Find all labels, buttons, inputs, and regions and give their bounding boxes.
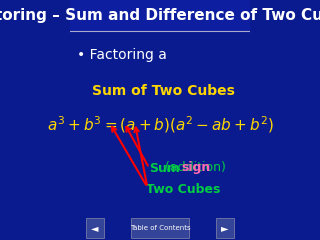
FancyBboxPatch shape [131, 218, 189, 238]
Text: Factoring – Sum and Difference of Two Cubes: Factoring – Sum and Difference of Two Cu… [0, 8, 320, 23]
FancyBboxPatch shape [86, 218, 104, 238]
Text: sign: sign [182, 162, 211, 174]
Text: Sum: Sum [149, 162, 180, 174]
Text: (addition): (addition) [161, 162, 230, 174]
Text: $a^3 + b^3 = (a+b)(a^2 - ab + b^2)$: $a^3 + b^3 = (a+b)(a^2 - ab + b^2)$ [47, 114, 273, 135]
FancyBboxPatch shape [216, 218, 234, 238]
FancyBboxPatch shape [70, 0, 250, 31]
Text: Two Cubes: Two Cubes [146, 183, 220, 196]
Text: Table of Contents: Table of Contents [130, 225, 190, 231]
Text: ◄: ◄ [91, 223, 99, 233]
Text: • Factoring a: • Factoring a [77, 48, 167, 62]
Text: Sum of Two Cubes: Sum of Two Cubes [92, 84, 235, 98]
Text: ►: ► [221, 223, 229, 233]
